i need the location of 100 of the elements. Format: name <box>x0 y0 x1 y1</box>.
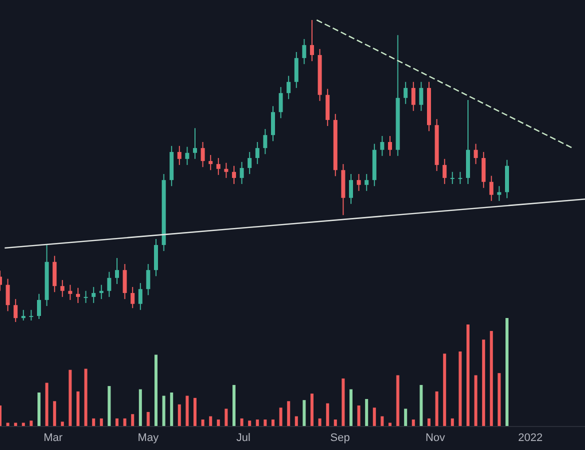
bar <box>357 405 360 426</box>
candlestick <box>60 280 64 298</box>
candlestick <box>177 145 182 166</box>
candlestick <box>482 151 486 188</box>
candlestick <box>419 81 424 112</box>
bar <box>404 408 408 426</box>
bar <box>138 389 142 426</box>
candlestick <box>356 174 361 192</box>
bar <box>224 408 228 426</box>
bar <box>154 354 158 426</box>
bar <box>318 418 322 426</box>
candlestick <box>474 143 478 165</box>
candlestick <box>21 309 26 321</box>
candlestick <box>92 286 96 304</box>
candlestick <box>208 154 213 171</box>
bar <box>474 375 478 426</box>
bar <box>108 386 111 426</box>
candlestick <box>193 128 197 160</box>
bar <box>100 418 103 426</box>
bar <box>256 420 259 426</box>
bar <box>279 408 282 426</box>
candlestick <box>388 135 392 156</box>
x-tick-label: May <box>138 432 160 444</box>
bar <box>248 420 252 426</box>
x-tick-label: Jul <box>236 432 250 444</box>
candlestick <box>130 286 135 309</box>
bar <box>482 340 486 426</box>
bar <box>116 418 118 426</box>
bar <box>334 420 337 426</box>
bar <box>498 373 501 426</box>
bar <box>131 414 134 426</box>
bar <box>450 418 454 426</box>
bar <box>326 403 330 426</box>
bar <box>84 368 88 426</box>
bar <box>380 416 384 426</box>
bar <box>14 422 18 426</box>
bar <box>45 382 48 426</box>
bar <box>146 412 150 426</box>
candlestick <box>224 162 228 178</box>
bar <box>186 396 189 426</box>
bar <box>428 418 430 426</box>
candlestick <box>107 271 112 298</box>
candlestick <box>138 282 142 310</box>
bar <box>466 324 470 426</box>
candlestick <box>185 146 190 166</box>
bar <box>216 420 220 426</box>
bar <box>272 420 274 426</box>
candlestick <box>263 128 268 155</box>
bar <box>53 401 56 426</box>
candlestick <box>411 81 416 112</box>
bar <box>264 420 267 426</box>
bar <box>287 401 290 426</box>
bar <box>435 391 438 426</box>
bar <box>76 391 80 426</box>
bar <box>22 422 25 426</box>
candlestick <box>349 174 353 204</box>
bar <box>68 370 72 426</box>
bar <box>388 422 392 426</box>
bar <box>194 398 196 426</box>
candlestick <box>497 186 502 202</box>
candlestick <box>489 175 494 202</box>
bar <box>372 408 376 426</box>
candlestick <box>6 278 10 312</box>
bar <box>162 396 166 426</box>
bar <box>342 378 345 426</box>
bar <box>506 318 508 426</box>
candlestick <box>450 171 454 184</box>
candlestick <box>255 142 260 165</box>
candlestick <box>442 158 447 184</box>
bar <box>302 400 306 426</box>
candlestick <box>248 151 252 175</box>
candlestick <box>271 106 275 142</box>
bar <box>209 416 212 426</box>
bar <box>294 416 298 426</box>
candlestick <box>76 287 80 304</box>
candlestick <box>99 284 104 300</box>
bar <box>412 420 415 426</box>
bar <box>232 384 236 426</box>
candlestick <box>232 165 236 184</box>
candlestick <box>200 142 205 168</box>
candlestick <box>364 174 369 192</box>
bar <box>350 389 352 426</box>
bar <box>396 375 400 426</box>
bar <box>30 420 33 426</box>
candlestick <box>404 81 408 104</box>
candlestick <box>380 135 384 156</box>
bar <box>310 394 314 426</box>
bar <box>458 351 462 426</box>
candlestick <box>14 298 18 322</box>
bar <box>420 384 423 426</box>
x-tick-label: Nov <box>425 432 446 444</box>
candlestick <box>278 86 283 119</box>
bar <box>178 404 181 426</box>
candlestick <box>240 161 244 184</box>
bar <box>443 354 446 426</box>
candlestick <box>310 20 314 62</box>
x-tick-label: Mar <box>44 432 63 444</box>
bar <box>92 418 96 426</box>
candlestick <box>84 290 88 304</box>
x-tick-label: 2022 <box>518 432 543 444</box>
